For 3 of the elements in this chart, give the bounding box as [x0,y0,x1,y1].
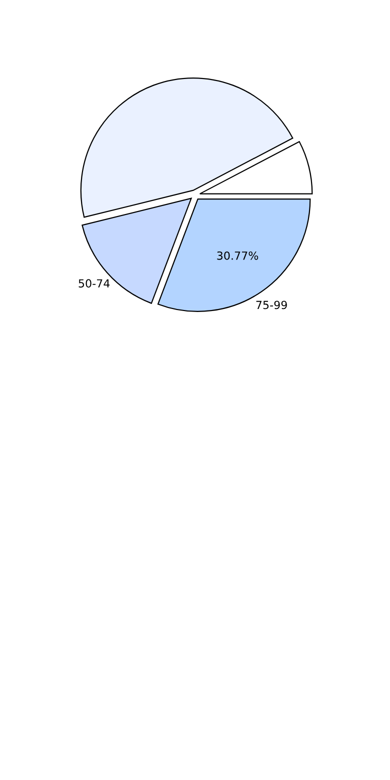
slice-label: 50-74 [78,279,110,288]
slice-label: 75-99 [256,300,287,310]
data-label: 30.77% [217,251,258,260]
